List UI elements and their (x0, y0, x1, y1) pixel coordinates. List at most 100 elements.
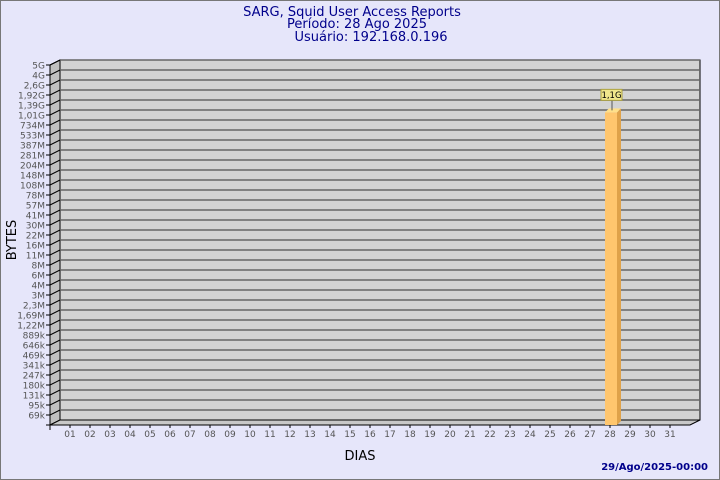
x-axis-label: DIAS (345, 449, 376, 464)
y-axis-label: BYTES (5, 220, 20, 261)
y-tick-diag (49, 269, 61, 276)
y-tick-label: 533M (20, 132, 45, 142)
x-tick-label: 18 (404, 430, 416, 440)
chart-subtitle-period: Período: 28 Ago 2025 (287, 17, 427, 32)
y-tick-label: 2,6G (24, 82, 45, 92)
y-tick-label: 180k (23, 382, 46, 392)
y-tick-diag (49, 319, 61, 326)
y-tick-diag (49, 369, 61, 376)
y-tick-label: 734M (20, 122, 45, 132)
x-tick-label: 28 (604, 430, 616, 440)
y-tick-label: 41M (26, 212, 45, 222)
y-tick-diag (49, 339, 61, 346)
y-tick-diag (49, 389, 61, 396)
y-tick-label: 8M (32, 262, 46, 272)
y-tick-diag (49, 159, 61, 166)
x-tick-label: 07 (184, 430, 195, 440)
y-tick-label: 148M (20, 172, 45, 182)
y-tick-diag (49, 199, 61, 206)
x-tick-label: 21 (464, 430, 475, 440)
y-tick-diag (49, 409, 61, 416)
y-tick-diag (49, 279, 61, 286)
x-tick-label: 16 (364, 430, 376, 440)
y-tick-diag (49, 259, 61, 266)
y-tick-diag (49, 119, 61, 126)
x-tick-label: 23 (504, 430, 515, 440)
y-tick-label: 4M (32, 282, 46, 292)
x-tick-label: 24 (524, 430, 536, 440)
y-tick-diag (49, 219, 61, 226)
y-tick-diag (49, 169, 61, 176)
y-tick-label: 2,3M (23, 302, 45, 312)
y-tick-diag (49, 99, 61, 106)
chart-title: SARG, Squid User Access Reports (243, 5, 461, 20)
x-tick-label: 15 (344, 430, 355, 440)
y-tick-label: 22M (26, 232, 45, 242)
x-tick-label: 27 (584, 430, 595, 440)
y-tick-label: 95k (28, 402, 45, 412)
y-tick-label: 1,01G (18, 112, 45, 122)
y-tick-diag (49, 189, 61, 196)
y-tick-label: 108M (20, 182, 45, 192)
y-tick-label: 1,22M (17, 322, 45, 332)
y-tick-diag (49, 229, 61, 236)
y-tick-label: 5G (32, 62, 45, 72)
x-tick-label: 31 (664, 430, 675, 440)
y-tick-diag (49, 359, 61, 366)
x-tick-label: 17 (384, 430, 395, 440)
y-tick-diag (49, 69, 61, 76)
y-tick-diag (49, 59, 61, 66)
y-tick-label: 469k (23, 352, 46, 362)
y-tick-label: 341k (23, 362, 46, 372)
y-tick-label: 3M (32, 292, 46, 302)
data-label-box (600, 88, 623, 101)
x-tick-label: 12 (284, 430, 295, 440)
y-tick-label: 16M (26, 242, 45, 252)
x-tick-label: 29 (624, 430, 636, 440)
x-tick-label: 25 (544, 430, 555, 440)
y-tick-diag (49, 309, 61, 316)
x-tick-label: 22 (484, 430, 495, 440)
y-tick-diag (49, 239, 61, 246)
y-tick-label: 387M (20, 142, 45, 152)
x-tick-label: 08 (204, 430, 216, 440)
y-tick-label: 78M (26, 192, 45, 202)
x-tick-label: 19 (424, 430, 436, 440)
y-tick-diag (49, 79, 61, 86)
bar-top (605, 108, 621, 113)
y-tick-label: 204M (20, 162, 45, 172)
y-tick-diag (49, 299, 61, 306)
bar-day-28 (605, 112, 617, 425)
chart-subtitle-user: Usuário: 192.168.0.196 (294, 30, 447, 45)
plot-floor (49, 419, 701, 426)
y-tick-label: 30M (26, 222, 45, 232)
x-tick-label: 14 (324, 430, 336, 440)
x-tick-label: 11 (264, 430, 275, 440)
y-tick-label: 1,92G (18, 92, 45, 102)
bar-side (617, 108, 621, 425)
x-tick-label: 09 (224, 430, 236, 440)
y-tick-diag (49, 109, 61, 116)
x-tick-label: 03 (104, 430, 115, 440)
y-tick-label: 889k (23, 332, 46, 342)
footer-date: 29/Ago/2025-00:00 (601, 462, 708, 473)
x-tick-label: 05 (144, 430, 155, 440)
x-tick-label: 30 (644, 430, 656, 440)
y-tick-diag (49, 289, 61, 296)
x-tick-label: 10 (244, 430, 256, 440)
y-tick-label: 247k (23, 372, 46, 382)
y-tick-label: 4G (32, 72, 45, 82)
y-tick-label: 11M (26, 252, 45, 262)
x-tick-label: 20 (444, 430, 456, 440)
y-tick-diag (49, 149, 61, 156)
y-tick-diag (49, 329, 61, 336)
y-tick-label: 646k (23, 342, 46, 352)
data-label: 1,1G (601, 91, 621, 101)
y-tick-diag (49, 139, 61, 146)
y-tick-diag (49, 89, 61, 96)
y-tick-label: 281M (20, 152, 45, 162)
y-tick-label: 1,69M (17, 312, 45, 322)
x-tick-label: 26 (564, 430, 576, 440)
y-tick-diag (49, 249, 61, 256)
